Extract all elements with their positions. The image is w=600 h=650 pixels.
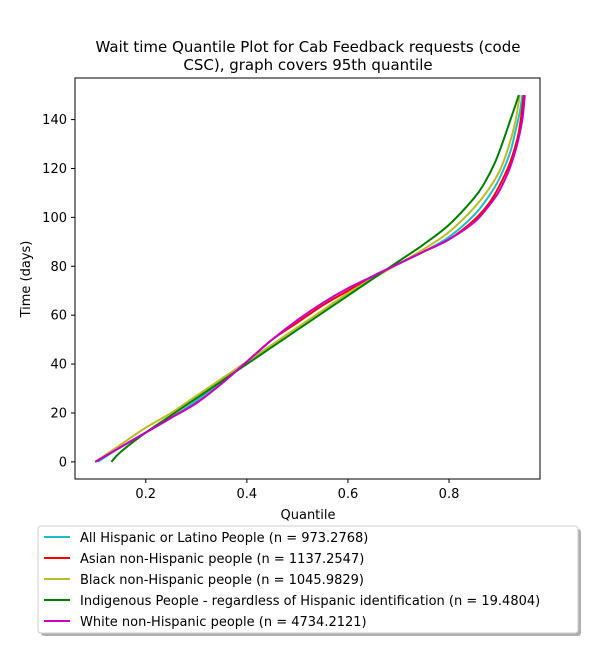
plot-frame [74,77,541,480]
legend-label: All Hispanic or Latino People (n = 973.2… [80,531,368,546]
x-tick-label: 0.4 [237,487,258,502]
series-line-2 [94,94,525,463]
chart-title-line-1: Wait time Quantile Plot for Cab Feedback… [96,38,521,56]
y-tick-label: 20 [50,406,67,421]
x-axis: 0.2 0.4 0.6 0.8 [135,479,459,502]
series-line-3 [94,94,521,463]
series-line-1 [97,94,524,463]
legend-label: White non-Hispanic people (n = 4734.2121… [80,615,367,630]
legend-label: Black non-Hispanic people (n = 1045.9829… [80,573,364,588]
legend-box [37,525,579,634]
y-tick-label: 0 [59,455,67,470]
x-axis-label: Quantile [281,508,336,523]
plot-area [94,94,526,463]
series-line-4 [110,94,520,463]
y-axis: 0 20 40 60 80 100 120 140 [42,113,75,470]
y-tick-label: 100 [42,211,67,226]
legend-label: Indigenous People - regardless of Hispan… [80,594,540,609]
y-tick-label: 140 [42,113,67,128]
x-tick-label: 0.6 [338,487,359,502]
y-tick-label: 40 [50,358,67,373]
series-line-5 [94,95,526,463]
legend-label: Asian non-Hispanic people (n = 1137.2547… [80,552,364,567]
y-axis-label: Time (days) [19,241,34,319]
y-tick-label: 80 [50,260,67,275]
y-tick-label: 60 [50,309,67,324]
chart-title-line-2: CSC), graph covers 95th quantile [183,56,432,74]
legend: All Hispanic or Latino People (n = 973.2… [37,525,581,636]
y-tick-label: 120 [42,162,67,177]
x-tick-label: 0.8 [439,487,460,502]
x-tick-label: 0.2 [135,487,156,502]
